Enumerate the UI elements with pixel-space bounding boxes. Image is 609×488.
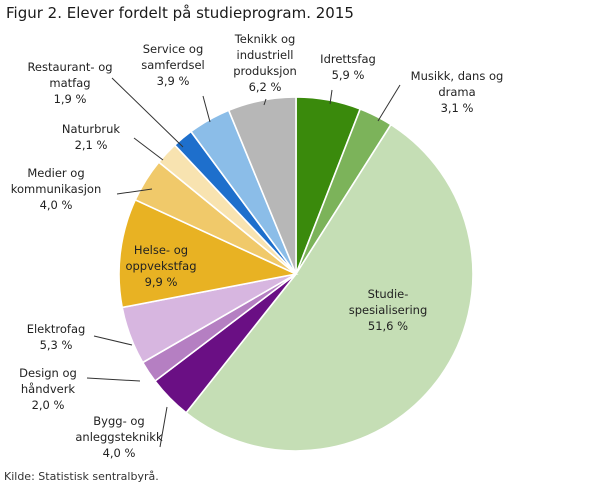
slice-label: Teknikk og industriell produksjon 6,2 % [233,32,297,94]
slice-label: Elektrofag 5,3 % [27,322,86,352]
slice-label: Helse- og oppvekstfag 9,9 % [125,243,196,289]
leader-line [93,335,133,346]
slice-label: Studie-spesialisering 51,6 % [349,287,428,333]
slice-label: Medier og kommunikasjon 4,0 % [11,166,101,212]
leader-line [159,406,168,448]
leader-line [202,95,211,123]
slice-label: Naturbruk 2,1 % [62,122,120,152]
slice-label: Restaurant- og matfag 1,9 % [27,60,112,106]
slice-label: Musikk, dans og drama 3,1 % [411,69,504,115]
leader-line [329,89,333,105]
source-note: Kilde: Statistisk sentralbyrå. [4,470,159,483]
pie-slice-studiespesialisering [184,123,474,452]
chart-title: Figur 2. Elever fordelt på studieprogram… [6,4,354,22]
leader-line [116,188,153,195]
slice-label: Bygg- og anleggsteknikk 4,0 % [75,414,163,460]
leader-line [133,137,164,161]
slice-label: Service og samferdsel 3,9 % [141,42,204,88]
pie-slice-teknikk-og-industriell-produksjon [227,96,297,275]
leader-line [86,377,141,382]
leader-line [111,77,184,148]
slice-label: Idrettsfag 5,9 % [320,52,376,82]
pie-slice-helse-og-oppvekstfag [118,198,299,309]
leader-line [377,84,401,122]
leader-line [263,98,267,106]
slice-label: Design og håndverk 2,0 % [19,366,77,412]
